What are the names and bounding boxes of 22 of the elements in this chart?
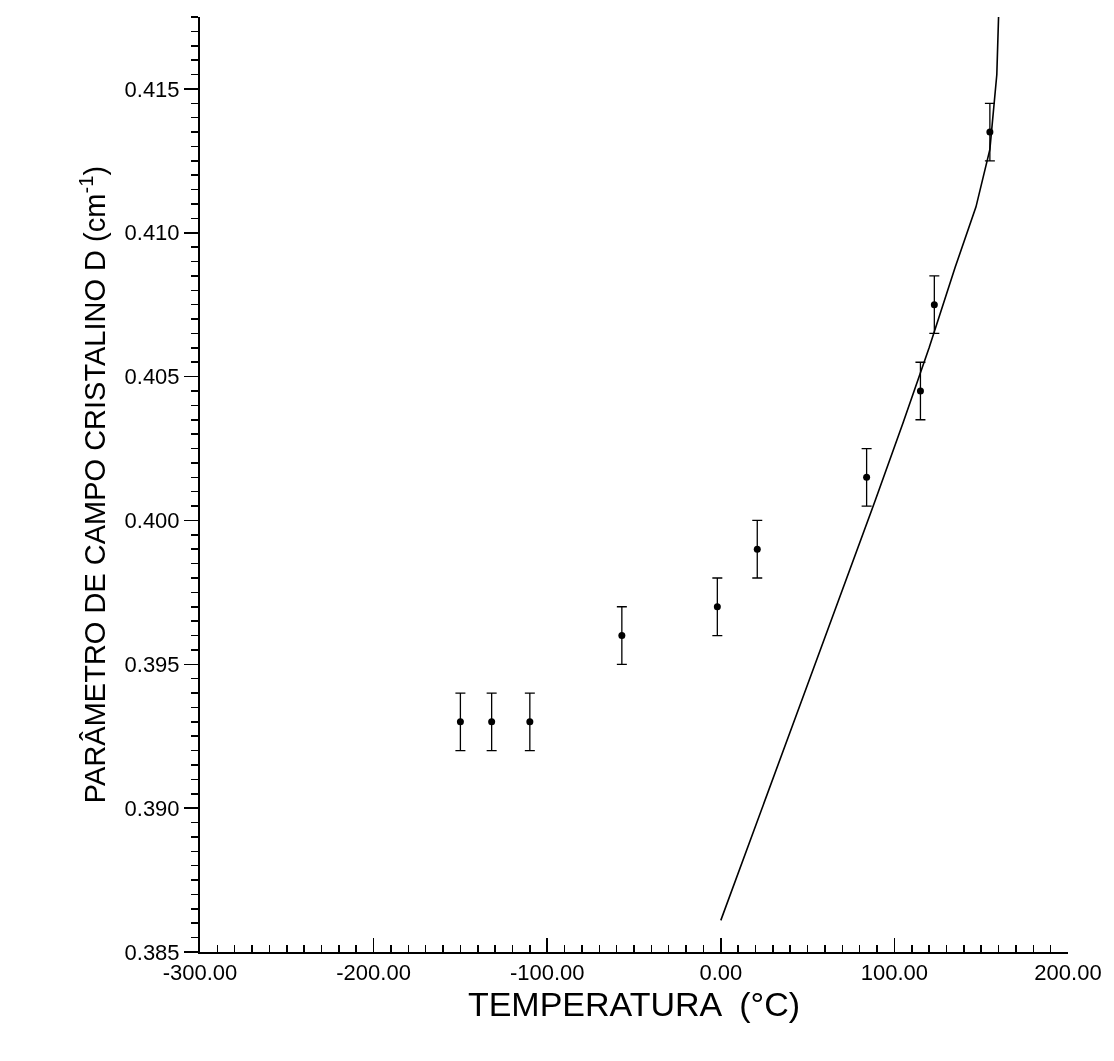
x-axis-title: TEMPERATURA (°C) — [467, 985, 801, 1024]
point — [456, 718, 464, 726]
y-tick-label: 0.395 — [124, 652, 180, 678]
point — [916, 387, 924, 395]
point — [526, 718, 534, 726]
y-tick-label: 0.405 — [124, 364, 180, 390]
point — [618, 632, 626, 640]
point — [488, 718, 496, 726]
y-tick-label: 0.400 — [124, 508, 180, 534]
x-tick-label: 100.00 — [860, 960, 929, 986]
y-tick-label: 0.410 — [124, 220, 180, 246]
point — [753, 545, 761, 553]
x-tick-label: 200.00 — [1034, 960, 1102, 986]
point — [713, 603, 721, 611]
line-series — [720, 17, 1000, 922]
x-tick-label: -100.00 — [509, 960, 585, 986]
point — [863, 473, 871, 481]
y-tick-label: 0.390 — [124, 795, 180, 821]
y-tick-label: 0.415 — [124, 76, 180, 102]
x-tick-label: 0.00 — [699, 960, 743, 986]
point — [930, 301, 938, 309]
x-tick-label: -200.00 — [336, 960, 411, 986]
